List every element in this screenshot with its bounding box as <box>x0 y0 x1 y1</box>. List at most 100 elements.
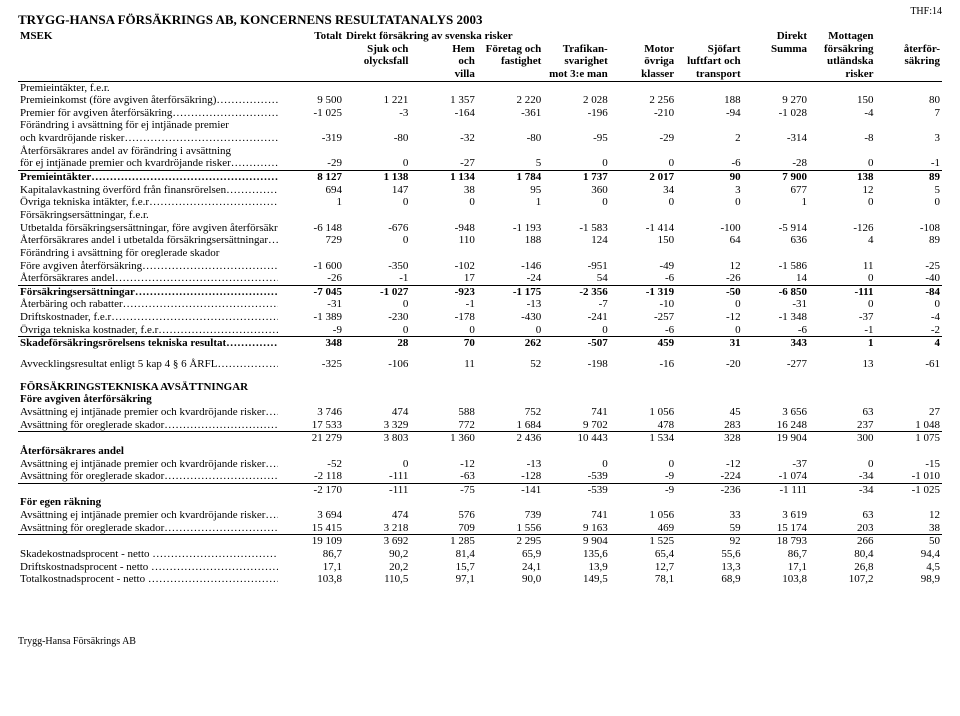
cell-value: 94,4 <box>875 548 942 561</box>
cell-value <box>809 81 875 94</box>
table-row <box>18 350 942 358</box>
cell-value: -1 010 <box>875 470 942 483</box>
cell-value <box>344 393 410 406</box>
cell-value: 16 248 <box>743 419 809 432</box>
cell-value: 68,9 <box>676 573 742 586</box>
cell-value <box>344 445 410 458</box>
cell-value: -111 <box>344 483 410 496</box>
table-row: Försäkringsersättningar………………………………………..… <box>18 285 942 298</box>
cell-value <box>543 119 609 132</box>
cell-value: 237 <box>809 419 875 432</box>
cell-value: -314 <box>743 132 809 145</box>
cell-value: -37 <box>809 311 875 324</box>
cell-value: -63 <box>410 470 476 483</box>
table-row: -2 170-111-75-141-539-9-236-1 111-34-1 0… <box>18 483 942 496</box>
row-label: Avsättning ej intjänade premier och kvar… <box>18 406 278 419</box>
cell-value: -4 <box>809 107 875 120</box>
table-row: Totalkostnadsprocent - netto ……………………………… <box>18 573 942 586</box>
cell-value: -1 319 <box>610 285 676 298</box>
page-code: THF:14 <box>910 6 942 17</box>
cell-value: -1 111 <box>743 483 809 496</box>
cell-value: -28 <box>743 157 809 170</box>
cell-value: 3 692 <box>344 535 410 548</box>
cell-value: 2 220 <box>477 94 543 107</box>
table-row: Avsättning för oreglerade skador……………………… <box>18 419 942 432</box>
cell-value: -210 <box>610 107 676 120</box>
cell-value: -34 <box>809 483 875 496</box>
cell-value: -29 <box>278 157 344 170</box>
cell-value: 59 <box>676 522 742 535</box>
cell-value: 0 <box>875 196 942 209</box>
table-row: Före avgiven återförsäkring…………………………………… <box>18 260 942 273</box>
cell-value <box>610 81 676 94</box>
cell-value: 1 <box>477 196 543 209</box>
cell-value: 729 <box>278 234 344 247</box>
cell-value: 0 <box>809 157 875 170</box>
cell-value: 1 <box>809 337 875 350</box>
hdr: Direkt <box>743 30 809 43</box>
hdr <box>477 68 543 81</box>
cell-value: -32 <box>410 132 476 145</box>
cell-value: 12 <box>875 509 942 522</box>
cell-value: 0 <box>410 324 476 337</box>
cell-value <box>676 445 742 458</box>
cell-value <box>543 393 609 406</box>
row-label: Avsättning för oreglerade skador……………………… <box>18 470 278 483</box>
cell-value: 27 <box>875 406 942 419</box>
hdr: klasser <box>610 68 676 81</box>
cell-value <box>809 247 875 260</box>
cell-value: 17,1 <box>278 561 344 574</box>
cell-value: 0 <box>344 196 410 209</box>
cell-value: 150 <box>809 94 875 107</box>
cell-value: 1 138 <box>344 171 410 184</box>
hdr <box>278 55 344 68</box>
cell-value <box>410 119 476 132</box>
cell-value: 70 <box>410 337 476 350</box>
row-label: Driftskostnadsprocent - netto …………………………… <box>18 561 278 574</box>
table-row: Övriga tekniska kostnader, f.e.r……………………… <box>18 324 942 337</box>
hdr: Företag och <box>477 43 543 56</box>
cell-value <box>344 247 410 260</box>
cell-value: 18 793 <box>743 535 809 548</box>
cell-value: 90,2 <box>344 548 410 561</box>
cell-value: 1 534 <box>610 432 676 445</box>
row-label: för ej intjänade premier och kvardröjand… <box>18 157 278 170</box>
cell-value: -539 <box>543 470 609 483</box>
cell-value: -111 <box>809 285 875 298</box>
cell-value <box>477 247 543 260</box>
cell-value: 0 <box>477 324 543 337</box>
cell-value <box>344 81 410 94</box>
table-row: Driftskostnader, f.e.r……………………………………………-… <box>18 311 942 324</box>
cell-value: -75 <box>410 483 476 496</box>
cell-value: 135,6 <box>543 548 609 561</box>
cell-value: -8 <box>809 132 875 145</box>
row-label: Avsättning för oreglerade skador……………………… <box>18 419 278 432</box>
cell-value <box>278 445 344 458</box>
cell-value: 86,7 <box>278 548 344 561</box>
cell-value: 103,8 <box>743 573 809 586</box>
cell-value: 677 <box>743 184 809 197</box>
cell-value: -230 <box>344 311 410 324</box>
cell-value: -20 <box>676 358 742 371</box>
cell-value: -108 <box>875 222 942 235</box>
hdr: och <box>410 55 476 68</box>
cell-value: -923 <box>410 285 476 298</box>
hdr <box>743 68 809 81</box>
cell-value <box>278 393 344 406</box>
table-body-2: Före avgiven återförsäkringAvsättning ej… <box>18 393 942 586</box>
cell-value <box>610 496 676 509</box>
cell-value: -1 175 <box>477 285 543 298</box>
row-label: Avsättning ej intjänade premier och kvar… <box>18 458 278 471</box>
cell-value: -3 <box>344 107 410 120</box>
cell-value <box>410 496 476 509</box>
cell-value: 13 <box>809 358 875 371</box>
cell-value: -539 <box>543 483 609 496</box>
table-row: för ej intjänade premier och kvardröjand… <box>18 157 942 170</box>
cell-value: -12 <box>676 311 742 324</box>
cell-value <box>477 119 543 132</box>
cell-value: 3 218 <box>344 522 410 535</box>
cell-value: 50 <box>875 535 942 548</box>
cell-value: 149,5 <box>543 573 609 586</box>
cell-value <box>875 81 942 94</box>
cell-value: 55,6 <box>676 548 742 561</box>
